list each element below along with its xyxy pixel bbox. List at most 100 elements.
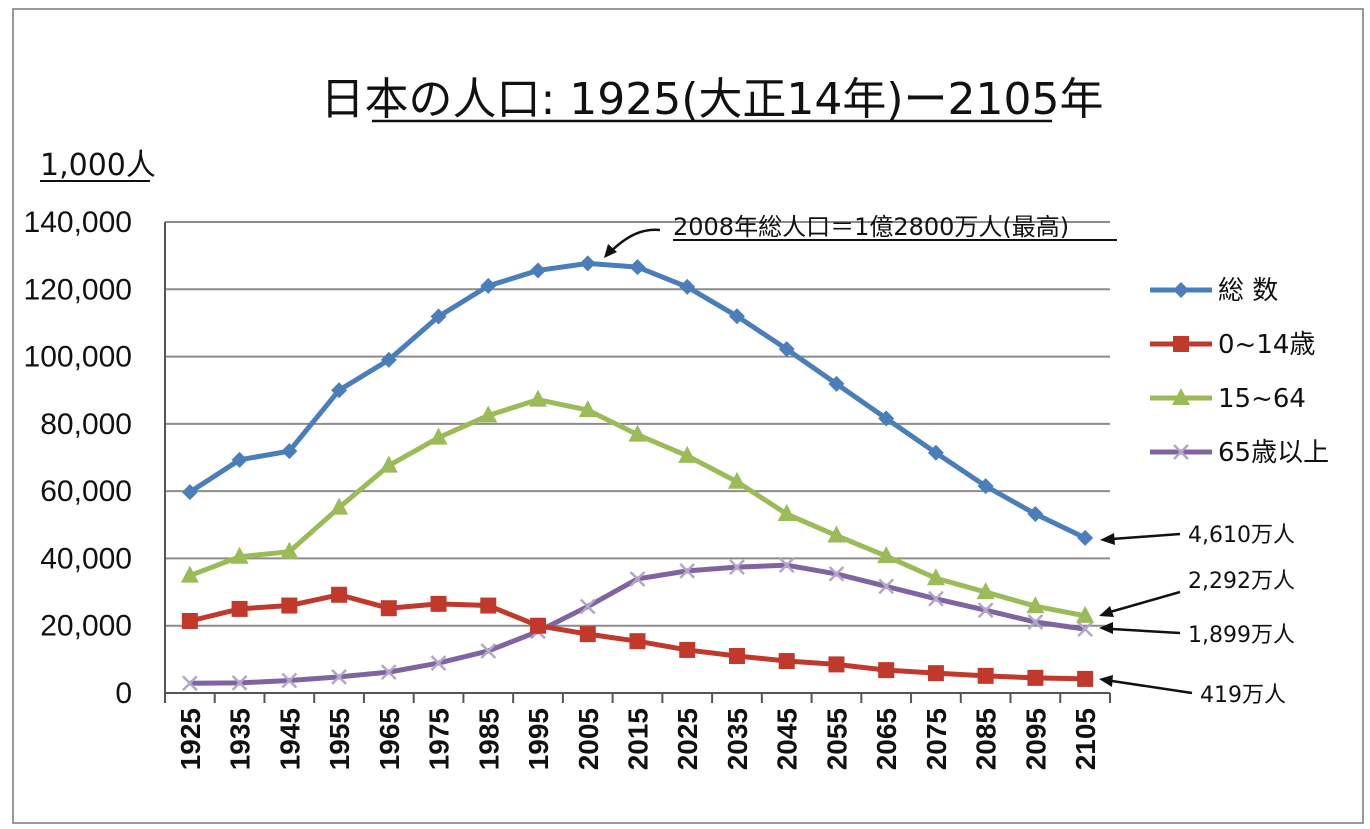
x-tick-label: 2105 bbox=[1070, 708, 1101, 770]
callout-65-arrowhead bbox=[1099, 622, 1113, 634]
peak-annotation-text: 2008年総人口＝1億2800万人(最高) bbox=[673, 213, 1069, 241]
data-point bbox=[530, 262, 547, 279]
data-point bbox=[1026, 596, 1045, 614]
data-point bbox=[380, 351, 397, 368]
peak-annotation: 2008年総人口＝1億2800万人(最高) bbox=[604, 213, 1117, 258]
data-point bbox=[579, 598, 596, 615]
data-point bbox=[778, 557, 795, 574]
data-point bbox=[679, 562, 696, 579]
legend-label: 総 数 bbox=[1218, 276, 1278, 306]
data-point bbox=[827, 525, 846, 543]
data-point bbox=[927, 444, 944, 461]
data-point bbox=[828, 656, 845, 673]
legend-label: 0~14歳 bbox=[1218, 330, 1315, 360]
callout-15-64: 2,292万人 bbox=[1188, 569, 1295, 594]
data-point bbox=[629, 571, 646, 587]
data-point bbox=[828, 566, 845, 582]
data-point bbox=[729, 559, 745, 576]
x-tick-label: 2035 bbox=[722, 708, 753, 770]
data-point bbox=[429, 427, 448, 445]
legend-label: 65歳以上 bbox=[1218, 438, 1329, 468]
data-point bbox=[679, 641, 696, 658]
callout-total: 4,610万人 bbox=[1188, 523, 1295, 548]
data-point bbox=[281, 443, 298, 460]
data-point bbox=[1027, 614, 1044, 630]
x-tick-label: 2065 bbox=[871, 708, 902, 770]
data-point bbox=[678, 445, 697, 463]
data-point bbox=[629, 633, 646, 650]
peak-arrow bbox=[609, 228, 661, 253]
data-point bbox=[430, 308, 447, 325]
data-point bbox=[379, 455, 398, 473]
callout-0-14: 419万人 bbox=[1200, 683, 1286, 708]
data-point bbox=[331, 668, 347, 685]
data-point bbox=[1027, 669, 1044, 686]
y-tick-label: 100,000 bbox=[24, 341, 132, 374]
data-point-stroke bbox=[480, 643, 497, 659]
data-point-stroke bbox=[778, 557, 795, 574]
y-tick-label: 120,000 bbox=[24, 273, 132, 306]
callout-total-arrowhead bbox=[1100, 533, 1115, 545]
data-point bbox=[380, 600, 397, 617]
data-point bbox=[728, 308, 745, 325]
data-point-stroke bbox=[231, 675, 248, 691]
data-point bbox=[330, 497, 349, 515]
data-point bbox=[928, 590, 944, 607]
data-point bbox=[727, 471, 746, 489]
data-point bbox=[231, 451, 248, 468]
x-tick-label: 2075 bbox=[921, 708, 952, 770]
data-point bbox=[231, 600, 248, 617]
data-point bbox=[230, 546, 249, 564]
data-point bbox=[281, 597, 298, 614]
data-point bbox=[181, 675, 198, 692]
data-point-stroke bbox=[629, 571, 646, 587]
x-tick-label: 2005 bbox=[573, 708, 604, 770]
data-point bbox=[181, 484, 198, 501]
data-point bbox=[480, 277, 497, 294]
callout-total-arrow bbox=[1111, 532, 1181, 541]
series-1 bbox=[181, 586, 1094, 687]
data-point bbox=[180, 565, 199, 583]
data-point-stroke bbox=[1173, 444, 1189, 460]
legend-item: 65歳以上 bbox=[1150, 438, 1329, 468]
data-point-stroke bbox=[679, 562, 696, 579]
chart-title: 日本の人口: 1925(大正14年)ー2105年 bbox=[320, 74, 1103, 125]
data-point bbox=[530, 617, 547, 634]
y-tick-label: 20,000 bbox=[40, 610, 132, 643]
callout-0-14-arrowhead bbox=[1099, 675, 1113, 687]
series-group bbox=[180, 255, 1095, 692]
data-point-stroke bbox=[828, 566, 845, 582]
data-point bbox=[977, 602, 994, 619]
data-point bbox=[430, 655, 447, 671]
data-point bbox=[977, 667, 994, 684]
data-point bbox=[828, 375, 845, 392]
data-point bbox=[1077, 529, 1094, 546]
grid-lines bbox=[165, 221, 1110, 627]
data-point bbox=[977, 478, 994, 495]
y-tick-label: 40,000 bbox=[40, 542, 132, 575]
data-point bbox=[281, 672, 298, 689]
data-point bbox=[878, 410, 895, 427]
data-point-stroke bbox=[331, 668, 347, 685]
x-tick-label: 1995 bbox=[523, 708, 554, 770]
x-tick-label: 2085 bbox=[971, 708, 1002, 770]
legend: 総 数 0~14歳 15~64 65歳以上 bbox=[1150, 276, 1329, 468]
data-point bbox=[480, 597, 497, 614]
data-point bbox=[976, 582, 995, 600]
data-point bbox=[679, 278, 696, 295]
data-point bbox=[1027, 506, 1044, 523]
data-point-stroke bbox=[878, 578, 895, 595]
y-tick-label: 140,000 bbox=[24, 206, 132, 239]
data-point bbox=[878, 662, 895, 679]
data-point bbox=[578, 400, 597, 418]
series-0 bbox=[181, 255, 1094, 546]
callout-65: 1,899万人 bbox=[1188, 623, 1295, 648]
data-point bbox=[430, 595, 447, 612]
y-tick-label: 60,000 bbox=[40, 475, 132, 508]
x-tick-label: 1945 bbox=[274, 708, 305, 770]
data-point bbox=[1173, 444, 1189, 460]
callout-15-64-arrowhead bbox=[1099, 606, 1114, 617]
data-point bbox=[1077, 670, 1094, 687]
data-point bbox=[878, 578, 895, 595]
